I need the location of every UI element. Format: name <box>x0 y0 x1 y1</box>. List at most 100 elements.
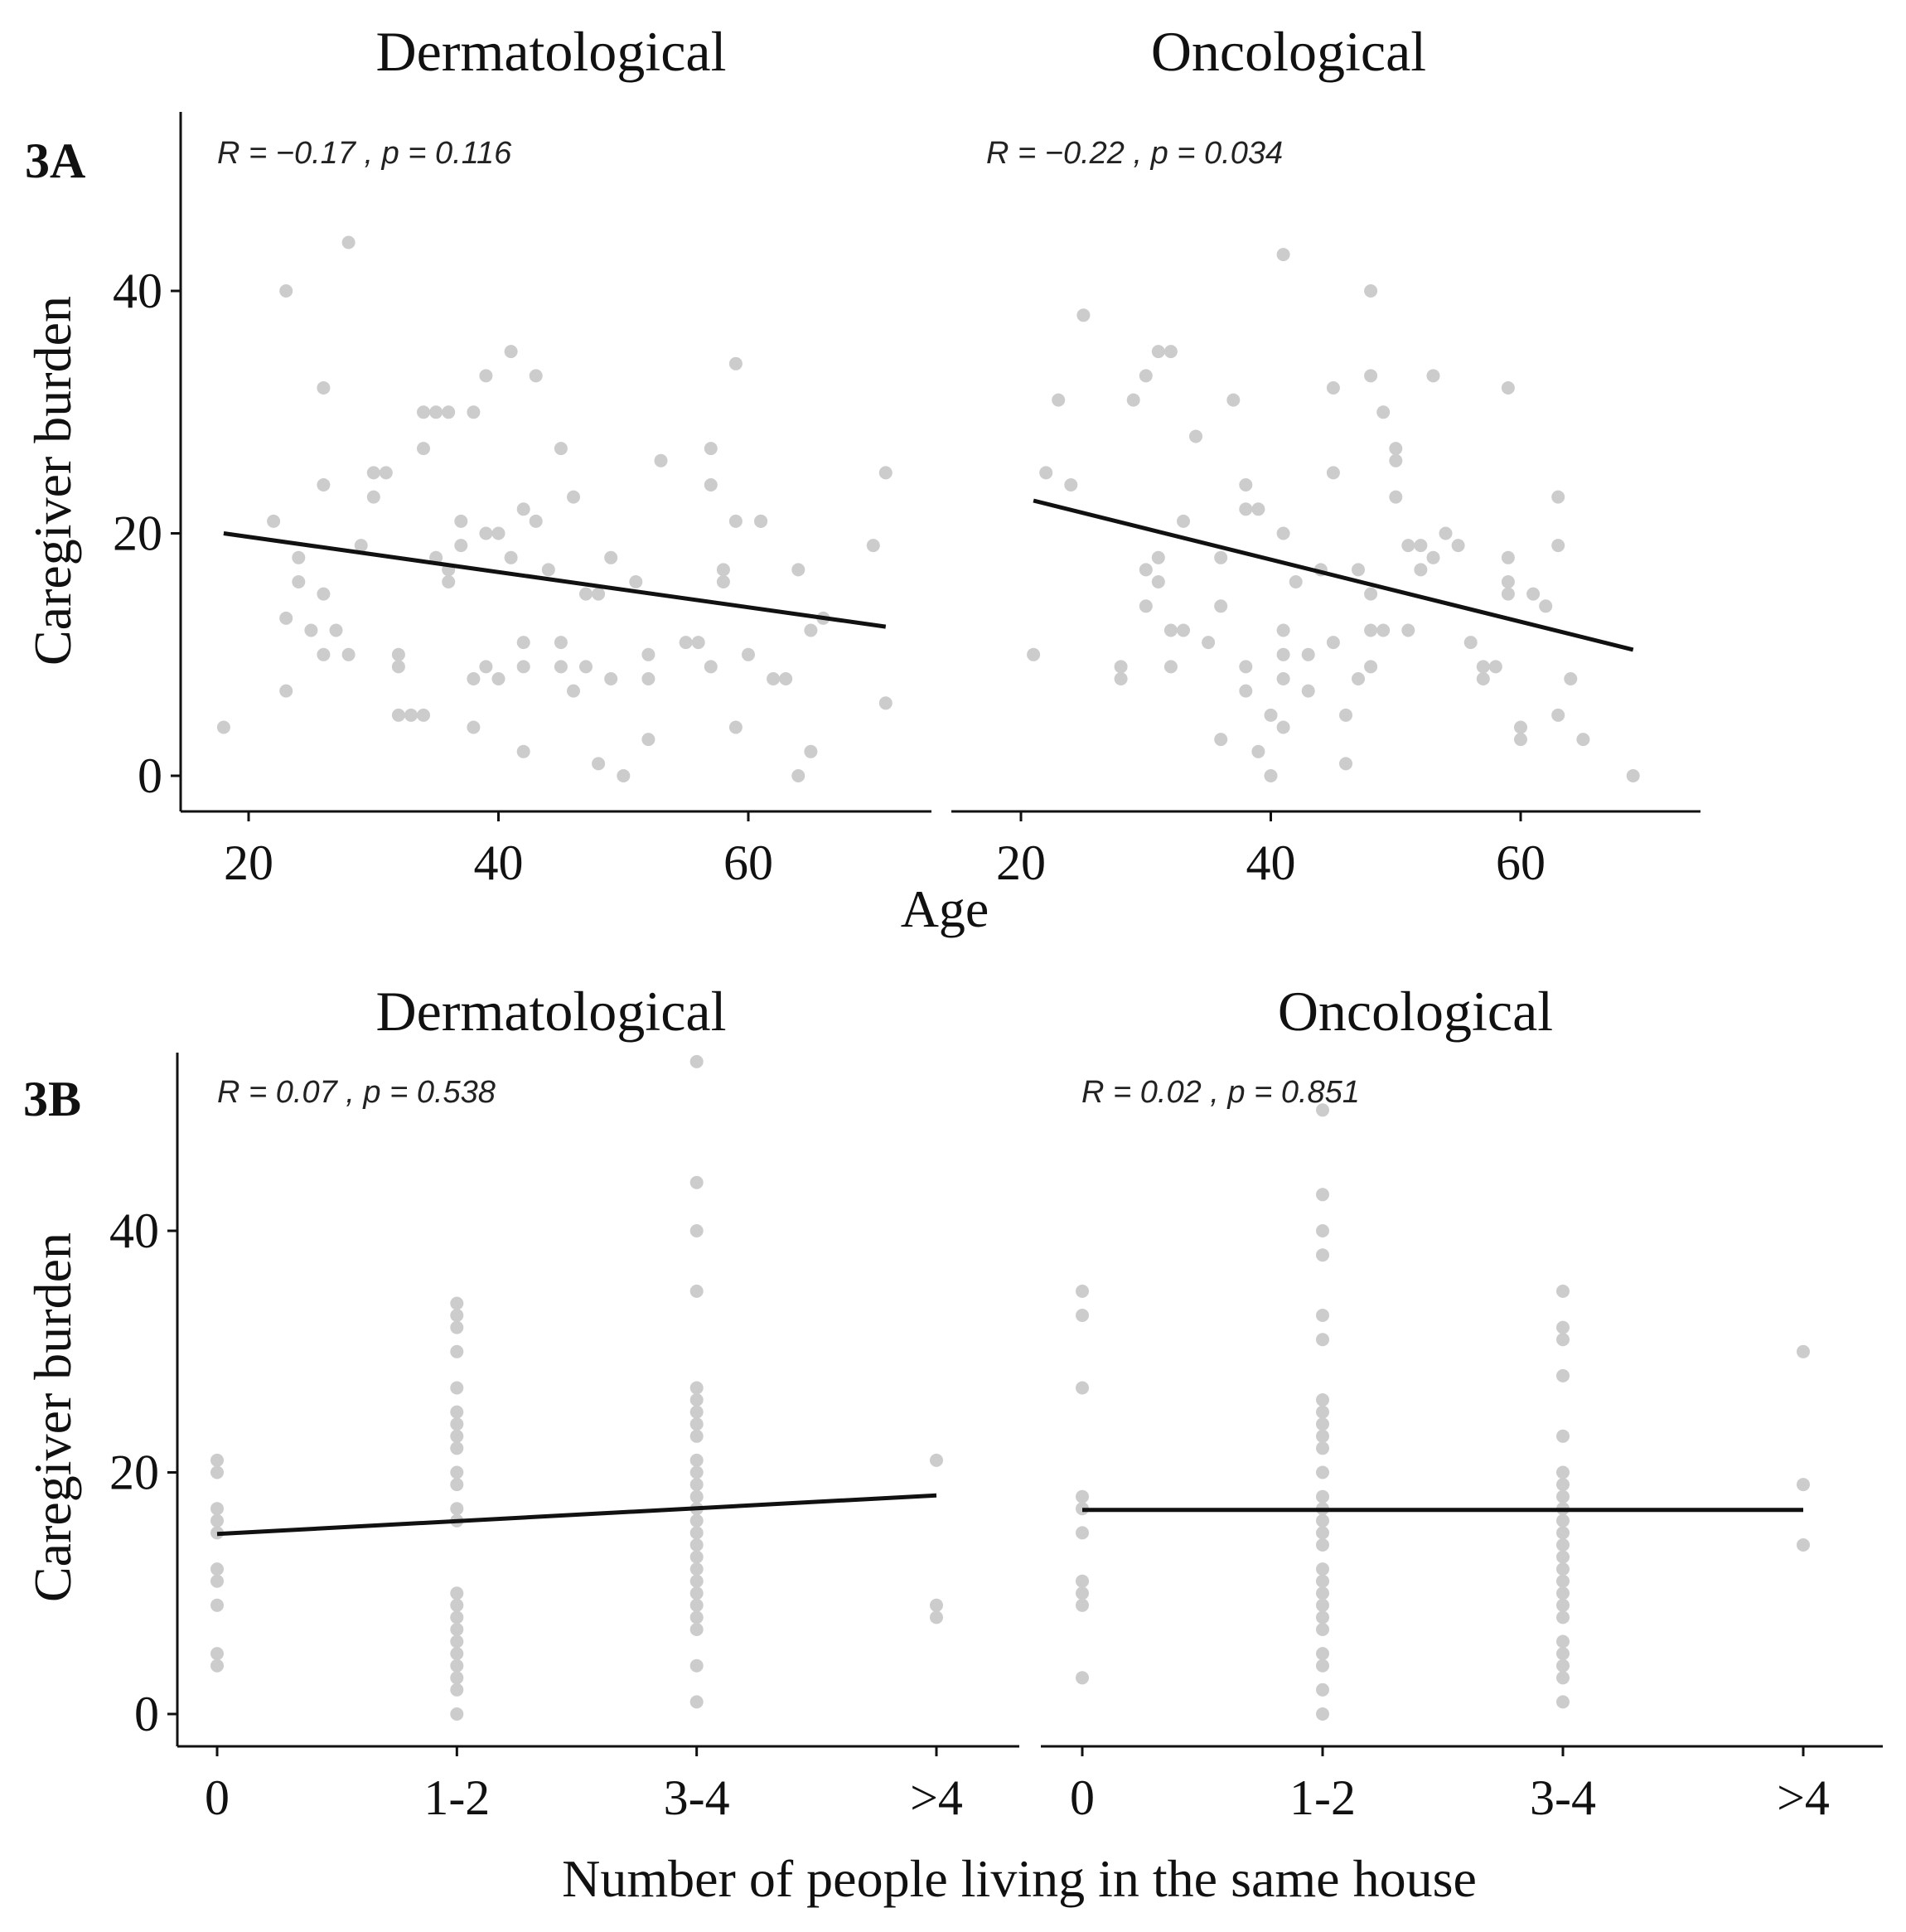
data-point <box>791 769 805 782</box>
data-point <box>1276 720 1290 734</box>
data-point <box>689 1489 704 1503</box>
regression-line <box>216 1493 937 1537</box>
panel-3a: 3A Dermatological Oncological R = −0.17 … <box>23 20 1700 938</box>
data-point <box>1797 1478 1810 1492</box>
data-point <box>1139 369 1153 383</box>
data-point <box>1501 550 1515 564</box>
data-point <box>341 235 356 249</box>
data-point <box>450 1344 464 1358</box>
data-point <box>728 720 743 734</box>
data-point <box>689 1393 704 1407</box>
x-tick-label: 20 <box>224 835 273 890</box>
data-point <box>279 284 293 298</box>
data-point <box>366 466 380 480</box>
data-point <box>689 1405 704 1419</box>
data-point <box>1326 466 1340 480</box>
data-point <box>450 1671 464 1685</box>
data-point <box>1316 1586 1329 1600</box>
data-point <box>267 514 281 528</box>
data-point <box>317 587 331 601</box>
panel-label-3a: 3A <box>25 133 85 188</box>
data-point <box>1076 1598 1089 1612</box>
data-point <box>317 381 331 395</box>
y-axis-title-3a: Caregiver burden <box>23 296 82 666</box>
data-point <box>878 466 893 480</box>
data-point <box>450 1634 464 1649</box>
data-point <box>791 563 805 577</box>
data-point <box>1556 1513 1570 1528</box>
data-point <box>592 757 606 771</box>
y-tick-label: 20 <box>109 1445 159 1500</box>
data-point <box>529 514 543 528</box>
data-point <box>689 1175 704 1189</box>
data-point <box>329 623 343 637</box>
data-point <box>1316 1393 1329 1407</box>
data-point <box>1316 1707 1329 1721</box>
data-point <box>1239 684 1253 698</box>
data-point <box>1316 1465 1329 1479</box>
data-point <box>1301 647 1315 661</box>
data-point <box>1114 660 1128 674</box>
data-point <box>317 647 331 661</box>
data-point <box>479 526 493 540</box>
stat-label-oncological-household: R = 0.02 , p = 0.851 <box>1081 1075 1360 1110</box>
data-point <box>1076 1309 1089 1322</box>
data-point <box>1476 660 1490 674</box>
stat-label-dermatological-household: R = 0.07 , p = 0.538 <box>217 1075 496 1110</box>
data-point <box>1556 1671 1570 1685</box>
data-point <box>1214 599 1228 613</box>
data-point <box>1251 744 1265 758</box>
x-tick-label: 60 <box>723 835 773 890</box>
data-point <box>689 1526 704 1540</box>
data-point <box>1556 1574 1570 1588</box>
data-point <box>454 514 468 528</box>
data-point <box>450 1502 464 1516</box>
data-point <box>592 587 606 601</box>
data-point <box>604 550 618 564</box>
data-point <box>579 587 593 601</box>
x-tick-label: 40 <box>474 835 524 890</box>
data-point <box>754 514 768 528</box>
data-point <box>1264 769 1278 782</box>
data-point <box>567 490 580 504</box>
data-point <box>450 1683 464 1697</box>
data-point <box>504 550 518 564</box>
x-tick-label: 0 <box>205 1770 230 1825</box>
data-point <box>930 1598 943 1612</box>
data-point <box>1276 248 1290 262</box>
data-point <box>1526 587 1541 601</box>
data-point <box>450 1309 464 1322</box>
data-point <box>716 563 730 577</box>
data-point <box>1556 1284 1570 1298</box>
x-tick-label: 60 <box>1496 835 1546 890</box>
facet-oncological-age: 20 40 60 <box>951 248 1700 890</box>
data-point <box>1551 539 1565 553</box>
data-point <box>1316 1248 1329 1262</box>
x-axis-title-3a: Age <box>901 879 989 938</box>
data-point <box>689 1513 704 1528</box>
data-point <box>210 1453 224 1467</box>
data-point <box>1163 623 1178 637</box>
stat-label-oncological-age: R = −0.22 , p = 0.034 <box>986 136 1283 171</box>
data-point <box>404 708 418 722</box>
data-point <box>450 1465 464 1479</box>
y-tick-label: 40 <box>109 1203 159 1258</box>
data-point <box>1389 490 1403 504</box>
data-point <box>1364 369 1378 383</box>
data-point <box>1451 539 1465 553</box>
data-point <box>1426 369 1440 383</box>
data-point <box>1326 636 1340 650</box>
data-point <box>1556 1695 1570 1709</box>
data-point <box>866 539 880 553</box>
data-point <box>629 575 643 588</box>
data-point <box>689 1054 704 1068</box>
data-point <box>1339 757 1352 771</box>
data-point <box>1551 708 1565 722</box>
data-point <box>1364 623 1378 637</box>
data-point <box>691 636 705 650</box>
data-point <box>467 405 481 419</box>
data-point <box>1463 636 1478 650</box>
data-point <box>1316 1658 1329 1673</box>
data-point <box>417 708 430 722</box>
data-point <box>1316 1188 1329 1202</box>
